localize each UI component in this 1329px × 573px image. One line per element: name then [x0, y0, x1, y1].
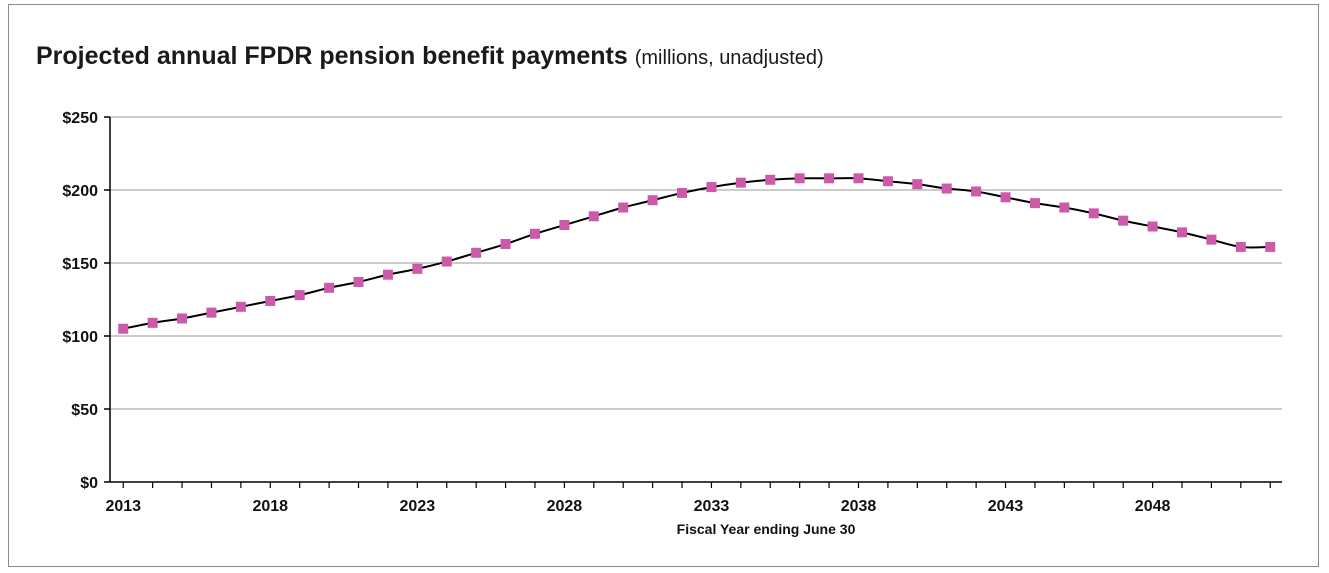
data-point: [1118, 215, 1129, 226]
x-tick-label: 2013: [105, 498, 141, 515]
data-point: [1177, 227, 1188, 238]
x-tick-label: 2043: [988, 498, 1024, 515]
data-point: [500, 239, 511, 250]
chart-subtitle: (millions, unadjusted): [634, 47, 824, 69]
data-point: [1206, 234, 1217, 245]
data-point: [765, 174, 776, 185]
chart-title: Projected annual FPDR pension benefit pa…: [36, 42, 824, 71]
data-point: [735, 177, 746, 188]
x-tick-label: 2028: [547, 498, 583, 515]
data-point: [324, 282, 335, 293]
data-point: [971, 186, 982, 197]
series-points: [118, 173, 1276, 334]
y-tick-label: $150: [62, 256, 98, 273]
gridlines: [110, 116, 1282, 410]
data-point: [353, 276, 364, 287]
chart-frame: [8, 4, 1319, 567]
data-point: [1235, 241, 1246, 252]
data-point: [1000, 192, 1011, 203]
data-point: [588, 211, 599, 222]
data-point: [294, 290, 305, 301]
data-point: [529, 228, 540, 239]
data-point: [118, 323, 129, 334]
y-axis-ticks: $0 $50 $100 $150 $200 $250: [62, 110, 110, 492]
data-point: [147, 317, 158, 328]
y-tick-label: $200: [62, 183, 98, 200]
x-tick-label: 2048: [1135, 498, 1171, 515]
x-tick-label: 2033: [694, 498, 730, 515]
data-point: [1059, 202, 1070, 213]
x-axis-title: Fiscal Year ending June 30: [677, 521, 856, 537]
data-point: [1147, 221, 1158, 232]
x-tick-label: 2023: [400, 498, 436, 515]
data-point: [441, 256, 452, 267]
data-point: [471, 247, 482, 258]
data-point: [618, 202, 629, 213]
data-point: [1088, 208, 1099, 219]
data-point: [706, 182, 717, 193]
data-point: [677, 187, 688, 198]
y-tick-label: $250: [62, 110, 98, 127]
data-point: [941, 183, 952, 194]
data-point: [853, 173, 864, 184]
data-point: [206, 307, 217, 318]
data-point: [882, 176, 893, 187]
series-line-path: [123, 177, 1271, 330]
data-point: [824, 173, 835, 184]
data-point: [912, 179, 923, 190]
axes: [109, 117, 1282, 483]
x-axis-ticks: 2013 2018 2023 2028 2033 2038 2043 2048: [105, 482, 1271, 515]
data-point: [412, 263, 423, 274]
data-point: [265, 295, 276, 306]
y-tick-label: $50: [71, 402, 98, 419]
x-tick-label: 2038: [841, 498, 877, 515]
data-point: [794, 173, 805, 184]
data-point: [235, 301, 246, 312]
chart-title-main: Projected annual FPDR pension benefit pa…: [36, 42, 628, 70]
data-point: [1029, 198, 1040, 209]
x-tick-label: 2018: [252, 498, 288, 515]
data-point: [177, 313, 188, 324]
data-point: [559, 220, 570, 231]
data-point: [382, 269, 393, 280]
data-point: [1265, 241, 1276, 252]
data-point: [647, 195, 658, 206]
y-tick-label: $100: [62, 329, 98, 346]
series-line: [123, 177, 1271, 330]
y-tick-label: $0: [80, 475, 98, 492]
